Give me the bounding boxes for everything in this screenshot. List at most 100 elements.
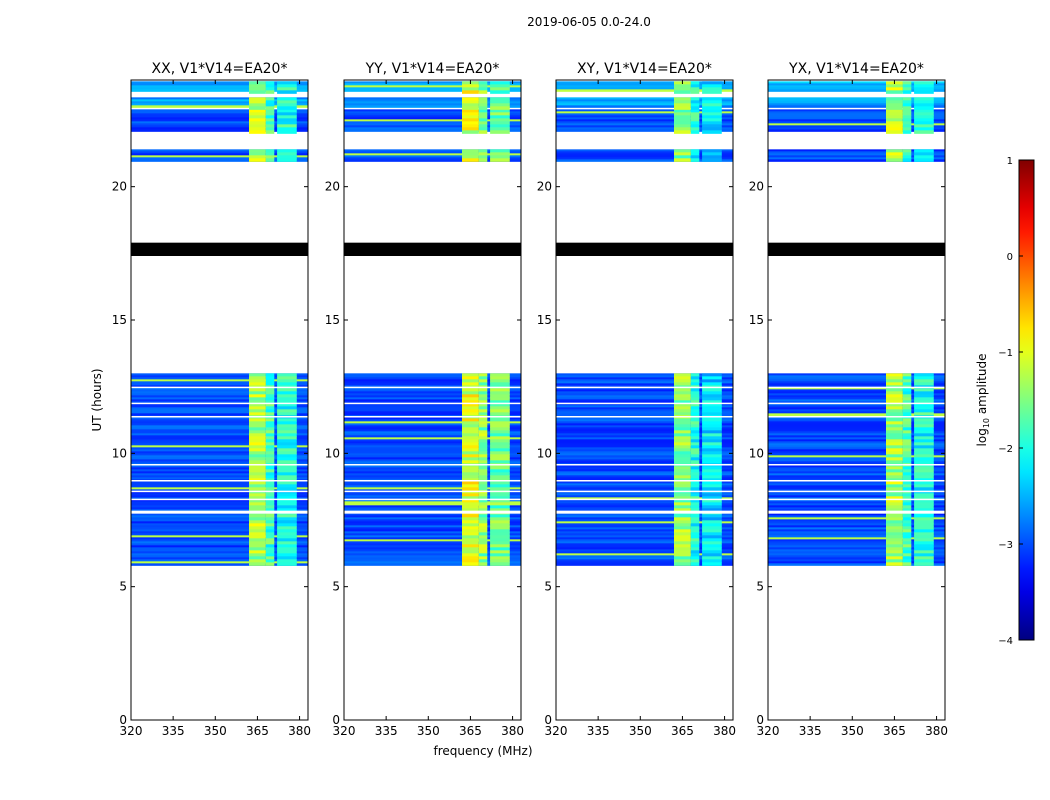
rfi-cell (249, 418, 266, 422)
rfi-cell (265, 487, 275, 491)
rfi-cell (462, 149, 479, 153)
rfi-cell (478, 388, 488, 392)
heatmap-row (768, 109, 945, 112)
rfi-cell (902, 505, 912, 509)
heatmap-row (768, 149, 945, 152)
rfi-cell (490, 481, 510, 485)
heatmap-row (556, 459, 733, 462)
rfi-cell (914, 391, 934, 395)
rfi-cell (674, 409, 691, 413)
rfi-cell (674, 394, 691, 398)
rfi-cell (702, 550, 722, 554)
rfi-cell (902, 103, 912, 107)
rfi-cell (886, 457, 903, 461)
rfi-cell (490, 397, 510, 401)
rfi-cell (277, 397, 297, 401)
rfi-cell (478, 484, 488, 488)
rfi-cell (490, 508, 510, 512)
rfi-cell (277, 520, 297, 524)
rfi-cell (265, 409, 275, 413)
rfi-cell (265, 445, 275, 449)
heatmap-row (768, 103, 945, 106)
rfi-cell (886, 472, 903, 476)
rfi-cell (914, 424, 934, 428)
heatmap-row (768, 447, 945, 450)
rfi-cell (902, 448, 912, 452)
rfi-cell (902, 97, 912, 101)
rfi-cell (265, 430, 275, 434)
rfi-cell (277, 155, 297, 159)
heatmap-row (344, 543, 521, 546)
rfi-cell (902, 115, 912, 119)
rfi-cell (249, 541, 266, 545)
heatmap-row (556, 449, 733, 452)
heatmap-row (556, 443, 733, 446)
rfi-cell (902, 547, 912, 551)
rfi-cell (702, 406, 722, 410)
rfi-cell (690, 109, 700, 113)
rfi-cell (690, 149, 700, 153)
heatmap-row (131, 453, 308, 456)
rfi-cell (886, 149, 903, 153)
rfi-cell (265, 103, 275, 107)
heatmap-row (768, 403, 945, 406)
rfi-cell (902, 532, 912, 536)
rfi-cell (478, 442, 488, 446)
heatmap-row (556, 555, 733, 558)
rfi-cell (914, 484, 934, 488)
heatmap-row (131, 389, 308, 392)
y-tick-label: 5 (544, 580, 552, 594)
heatmap-row (344, 453, 521, 456)
heatmap-row (556, 513, 733, 516)
heatmap-row (131, 121, 308, 124)
rfi-cell (265, 152, 275, 156)
rfi-cell (902, 84, 912, 88)
rfi-cell (674, 457, 691, 461)
rfi-cell (249, 526, 266, 530)
rfi-cell (462, 538, 479, 542)
rfi-cell (249, 394, 266, 398)
heatmap-row (131, 531, 308, 534)
heatmap-row (556, 119, 733, 122)
heatmap-row (131, 527, 308, 530)
rfi-cell (886, 526, 903, 530)
rfi-cell (490, 112, 510, 116)
rfi-cell (914, 499, 934, 503)
gap-line (344, 480, 521, 482)
rfi-cell (277, 559, 297, 563)
rfi-cell (690, 448, 700, 452)
rfi-cell (478, 112, 488, 116)
rfi-cell (690, 472, 700, 476)
heatmap-row (344, 471, 521, 474)
heatmap-row (131, 421, 308, 424)
heatmap-row (131, 83, 308, 86)
rfi-cell (902, 445, 912, 449)
rfi-cell (914, 454, 934, 458)
rfi-cell (277, 412, 297, 416)
rfi-cell (277, 553, 297, 557)
rfi-cell (277, 535, 297, 539)
heatmap-row (556, 547, 733, 550)
rfi-cell (886, 538, 903, 542)
y-tick-label: 5 (332, 580, 340, 594)
gap-line (131, 416, 308, 418)
rfi-cell (490, 553, 510, 557)
rfi-cell (277, 124, 297, 128)
rfi-cell (265, 505, 275, 509)
heatmap-row (131, 551, 308, 554)
heatmap-row (344, 551, 521, 554)
rfi-cell (914, 553, 934, 557)
gap-line (344, 490, 521, 493)
heatmap-row (131, 439, 308, 442)
heatmap-row (344, 557, 521, 560)
rfi-cell (265, 121, 275, 125)
rfi-cell (478, 535, 488, 539)
heatmap-row (768, 151, 945, 154)
rfi-cell (249, 433, 266, 437)
rfi-cell (478, 508, 488, 512)
rfi-cell (886, 388, 903, 392)
heatmap-row (768, 409, 945, 412)
rfi-cell (277, 439, 297, 443)
rfi-cell (674, 529, 691, 533)
heatmap-row (556, 489, 733, 492)
